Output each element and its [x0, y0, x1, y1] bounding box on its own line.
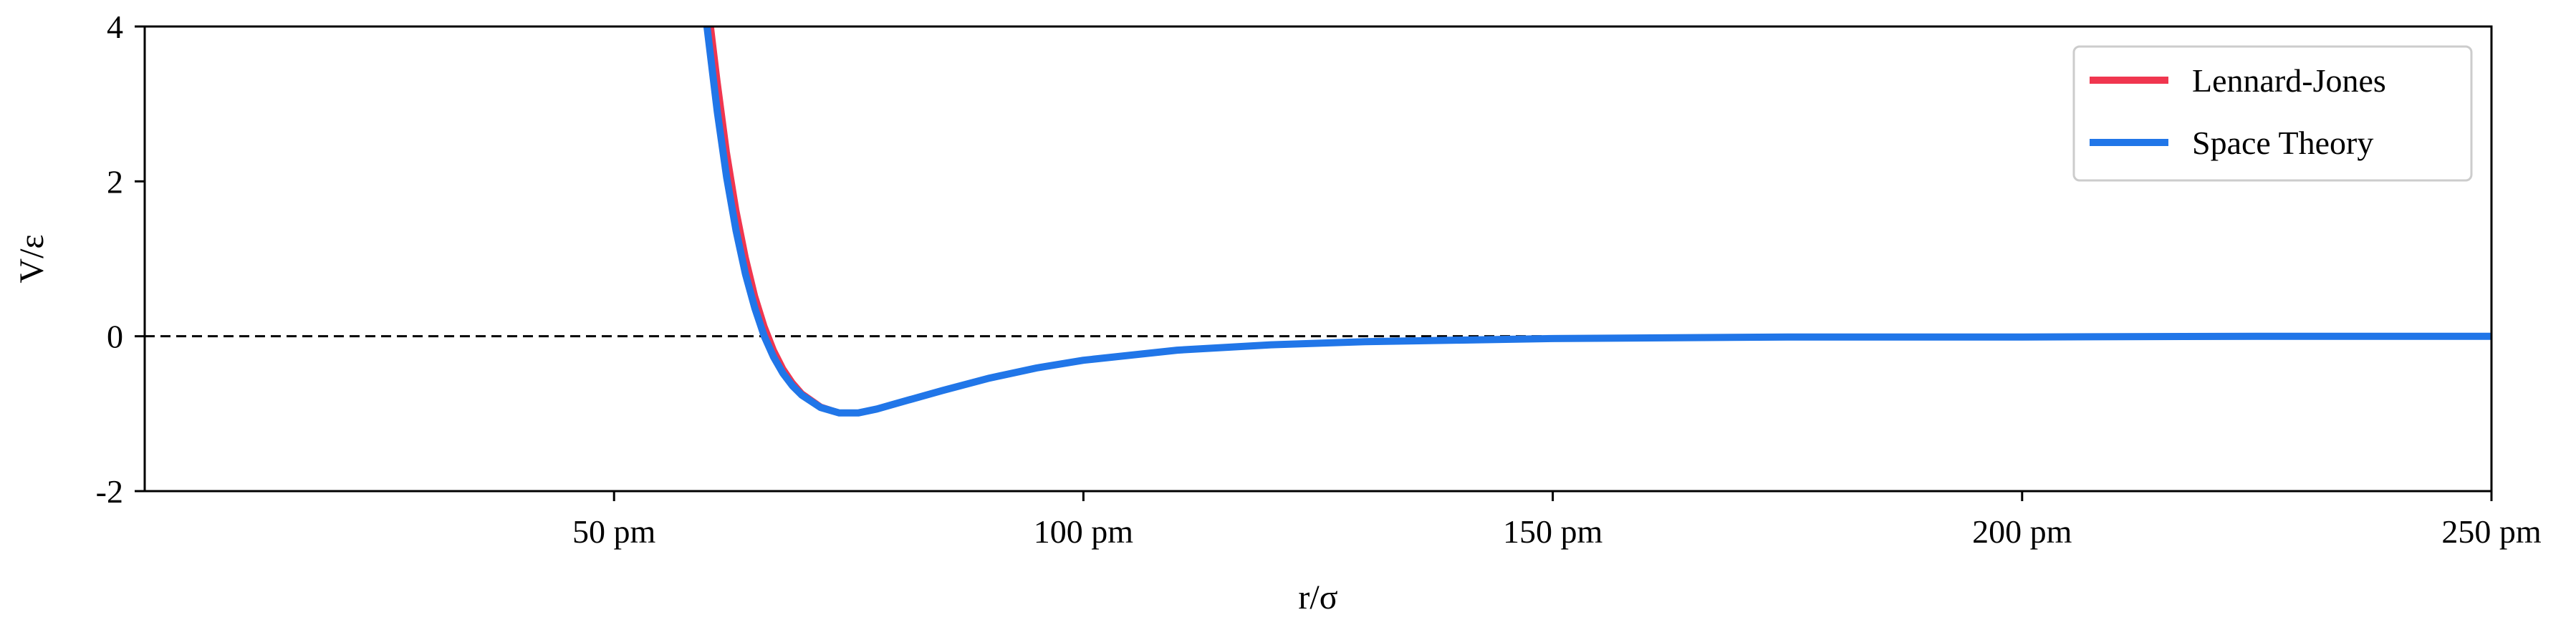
y-tick-label: 2 [107, 163, 123, 200]
x-tick-label: 50 pm [572, 513, 656, 550]
x-tick-label: 200 pm [1972, 513, 2072, 550]
legend-label: Space Theory [2192, 125, 2373, 161]
plot-area [145, 26, 2491, 417]
legend-box [2072, 45, 2473, 182]
x-axis-label: r/σ [1298, 578, 1337, 616]
x-tick-label: 150 pm [1503, 513, 1603, 550]
x-tick-label: 100 pm [1034, 513, 1134, 550]
x-tick-label: 250 pm [2441, 513, 2542, 550]
y-tick-label: 0 [107, 319, 123, 355]
plot-frame [143, 25, 2493, 493]
y-tick-label: 4 [107, 9, 123, 45]
series-line-space-theory [703, 26, 2491, 417]
legend-label: Lennard-Jones [2192, 62, 2386, 99]
axes: 50 pm 100 pm 150 pm 200 pm 250 pm -2 0 2 4 [96, 9, 2542, 550]
y-tick-label: -2 [96, 473, 123, 510]
legend: Lennard-Jones Space Theory [2072, 45, 2473, 182]
y-axis-label: V/ε [13, 234, 51, 283]
